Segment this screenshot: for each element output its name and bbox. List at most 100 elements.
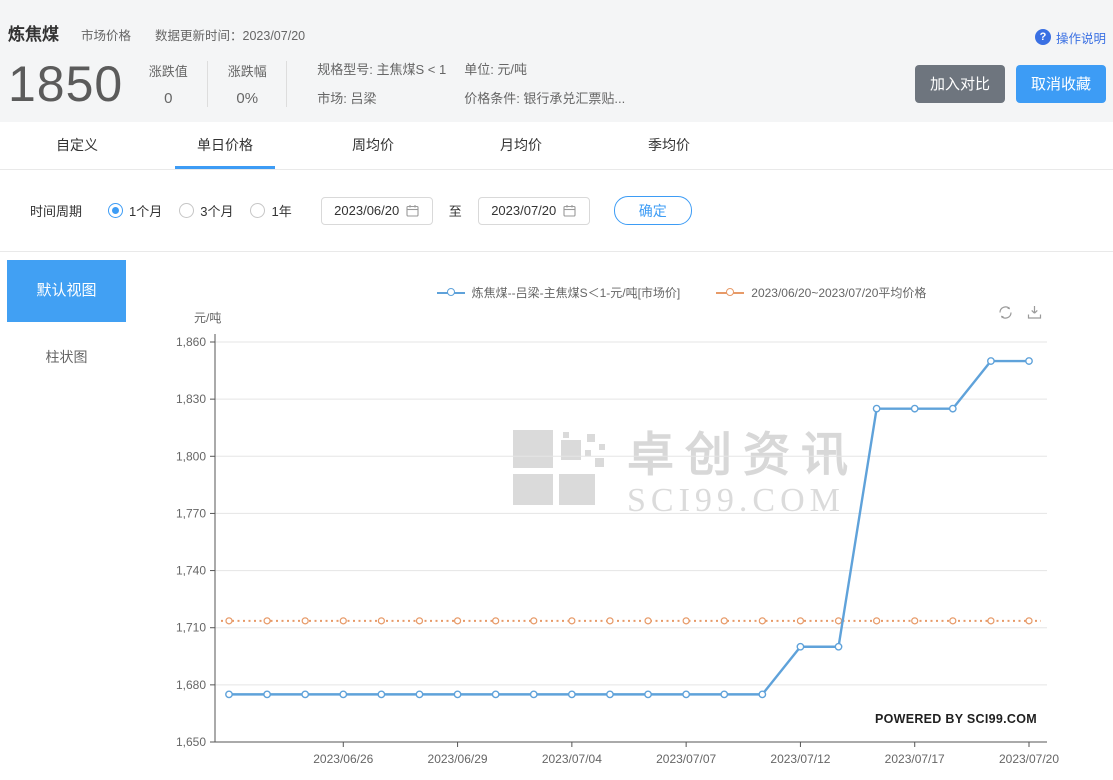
change-value-stat: 涨跌值 0 <box>141 61 195 107</box>
download-icon[interactable] <box>1026 304 1043 326</box>
x-tick-label: 2023/07/07 <box>656 752 716 766</box>
tab-monthly-avg[interactable]: 月均价 <box>500 137 542 153</box>
add-compare-button[interactable]: 加入对比 <box>915 64 1005 103</box>
powered-by: POWERED BY SCI99.COM <box>874 712 1037 726</box>
average-marker <box>873 617 881 625</box>
average-marker <box>263 617 271 625</box>
radio-1-year[interactable]: 1年 <box>250 201 292 220</box>
confirm-button[interactable]: 确定 <box>613 196 692 225</box>
data-point-marker <box>872 404 881 413</box>
data-point-marker <box>453 690 462 699</box>
y-tick-label: 1,650 <box>176 735 206 749</box>
average-marker <box>682 617 690 625</box>
divider <box>286 60 288 107</box>
radio-dot <box>108 203 124 218</box>
tab-quarterly-avg[interactable]: 季均价 <box>648 137 690 153</box>
end-date-value: 2023/07/20 <box>491 203 557 218</box>
view-sidebar: 默认视图 柱状图 <box>0 252 130 780</box>
change-pct-stat: 涨跌幅 0% <box>220 61 274 107</box>
average-marker <box>758 617 766 625</box>
tab-daily-price[interactable]: 单日价格 <box>175 122 275 169</box>
data-point-marker <box>644 690 652 699</box>
unfavorite-button[interactable]: 取消收藏 <box>1016 64 1106 103</box>
average-marker <box>225 617 233 625</box>
unit-label: 单位: 元/吨 <box>464 61 528 77</box>
x-tick-label: 2023/07/17 <box>885 752 945 766</box>
data-point-marker <box>910 404 919 413</box>
start-date-input[interactable]: 2023/06/20 <box>320 196 433 225</box>
data-point-marker <box>796 642 805 651</box>
data-point-marker <box>682 690 691 699</box>
legend-item-series[interactable]: 炼焦煤--吕梁-主焦煤S＜1-元/吨[市场价] <box>436 284 681 301</box>
radio-1-year-label: 1年 <box>271 204 292 219</box>
condition-label: 价格条件: 银行承兑汇票贴... <box>464 90 626 106</box>
page-title: 炼焦煤 <box>8 25 59 44</box>
data-point-marker <box>758 690 767 699</box>
x-tick-label: 2023/06/29 <box>428 752 488 766</box>
unit-condition-info: 单位: 元/吨 价格条件: 银行承兑汇票贴... <box>464 55 625 113</box>
market-label: 市场: 吕梁 <box>317 90 377 106</box>
help-label: 操作说明 <box>1055 31 1106 46</box>
radio-3-month[interactable]: 3个月 <box>179 201 233 220</box>
radio-3-month-label: 3个月 <box>200 204 234 219</box>
change-value: 0 <box>164 89 173 107</box>
data-point-marker <box>491 690 500 699</box>
data-point-marker <box>263 690 271 699</box>
price-series-line <box>229 359 1029 696</box>
y-tick-label: 1,710 <box>176 621 206 635</box>
radio-1-month-label: 1个月 <box>129 204 163 219</box>
end-date-input[interactable]: 2023/07/20 <box>477 196 590 225</box>
data-point-marker <box>225 690 233 699</box>
average-marker <box>644 617 652 625</box>
help-link[interactable]: ? 操作说明 <box>1034 28 1106 47</box>
x-tick-label: 2023/07/12 <box>770 752 830 766</box>
calendar-icon <box>563 205 576 217</box>
y-tick-label: 1,770 <box>176 506 206 520</box>
divider <box>207 60 209 107</box>
average-marker <box>339 617 347 625</box>
change-pct-value: 0% <box>236 89 259 107</box>
legend-marker-blue <box>436 287 465 296</box>
legend-item-average[interactable]: 2023/06/20~2023/07/20平均价格 <box>716 284 926 301</box>
radio-dot <box>250 203 266 218</box>
tab-custom[interactable]: 自定义 <box>56 137 98 153</box>
average-marker <box>949 617 957 625</box>
average-marker <box>453 617 462 625</box>
spec-label: 规格型号: 主焦煤S < 1 <box>317 61 447 77</box>
average-marker <box>377 617 385 625</box>
calendar-icon <box>406 205 419 217</box>
data-point-marker <box>377 690 386 699</box>
y-tick-label: 1,860 <box>176 335 206 349</box>
refresh-icon[interactable] <box>997 304 1014 326</box>
average-marker <box>1025 617 1033 625</box>
radio-dot <box>179 203 195 218</box>
x-tick-label: 2023/07/04 <box>542 752 602 766</box>
chart-legend: 炼焦煤--吕梁-主焦煤S＜1-元/吨[市场价] 2023/06/20~2023/… <box>190 284 1113 301</box>
y-tick-label: 1,680 <box>176 678 206 692</box>
filter-bar: 时间周期 1个月 3个月 1年 2023/06/20 至 2023/07/20 … <box>0 170 1113 252</box>
y-tick-label: 1,740 <box>176 564 206 578</box>
price-line-chart: 1,650 1,680 1,710 1,740 1,770 1,800 1,830 1,860… <box>176 334 1059 766</box>
average-marker <box>606 617 614 625</box>
legend-marker-orange <box>716 287 745 296</box>
data-point-marker <box>987 357 995 365</box>
data-point-marker <box>339 690 348 699</box>
update-time: 数据更新时间：2023/07/20 <box>155 29 306 43</box>
average-marker <box>415 617 424 625</box>
start-date-value: 2023/06/20 <box>334 203 400 218</box>
average-marker <box>720 617 728 625</box>
legend-series-label: 炼焦煤--吕梁-主焦煤S＜1-元/吨[市场价] <box>471 286 681 300</box>
tab-weekly-avg[interactable]: 周均价 <box>352 137 394 153</box>
average-marker <box>492 617 500 625</box>
radio-1-month[interactable]: 1个月 <box>108 201 162 220</box>
data-point-marker <box>415 690 424 699</box>
chart-section: 炼焦煤--吕梁-主焦煤S＜1-元/吨[市场价] 2023/06/20~2023/… <box>130 252 1113 780</box>
data-point-marker <box>529 690 538 699</box>
y-tick-label: 1,830 <box>176 392 206 406</box>
y-tick-label: 1,800 <box>176 449 206 463</box>
sidebar-item-bar-chart[interactable]: 柱状图 <box>45 349 88 365</box>
data-point-marker <box>720 690 729 699</box>
sidebar-item-default-view[interactable]: 默认视图 <box>7 260 126 322</box>
y-axis-unit-label: 元/吨 <box>194 311 222 325</box>
data-point-marker <box>834 642 843 651</box>
